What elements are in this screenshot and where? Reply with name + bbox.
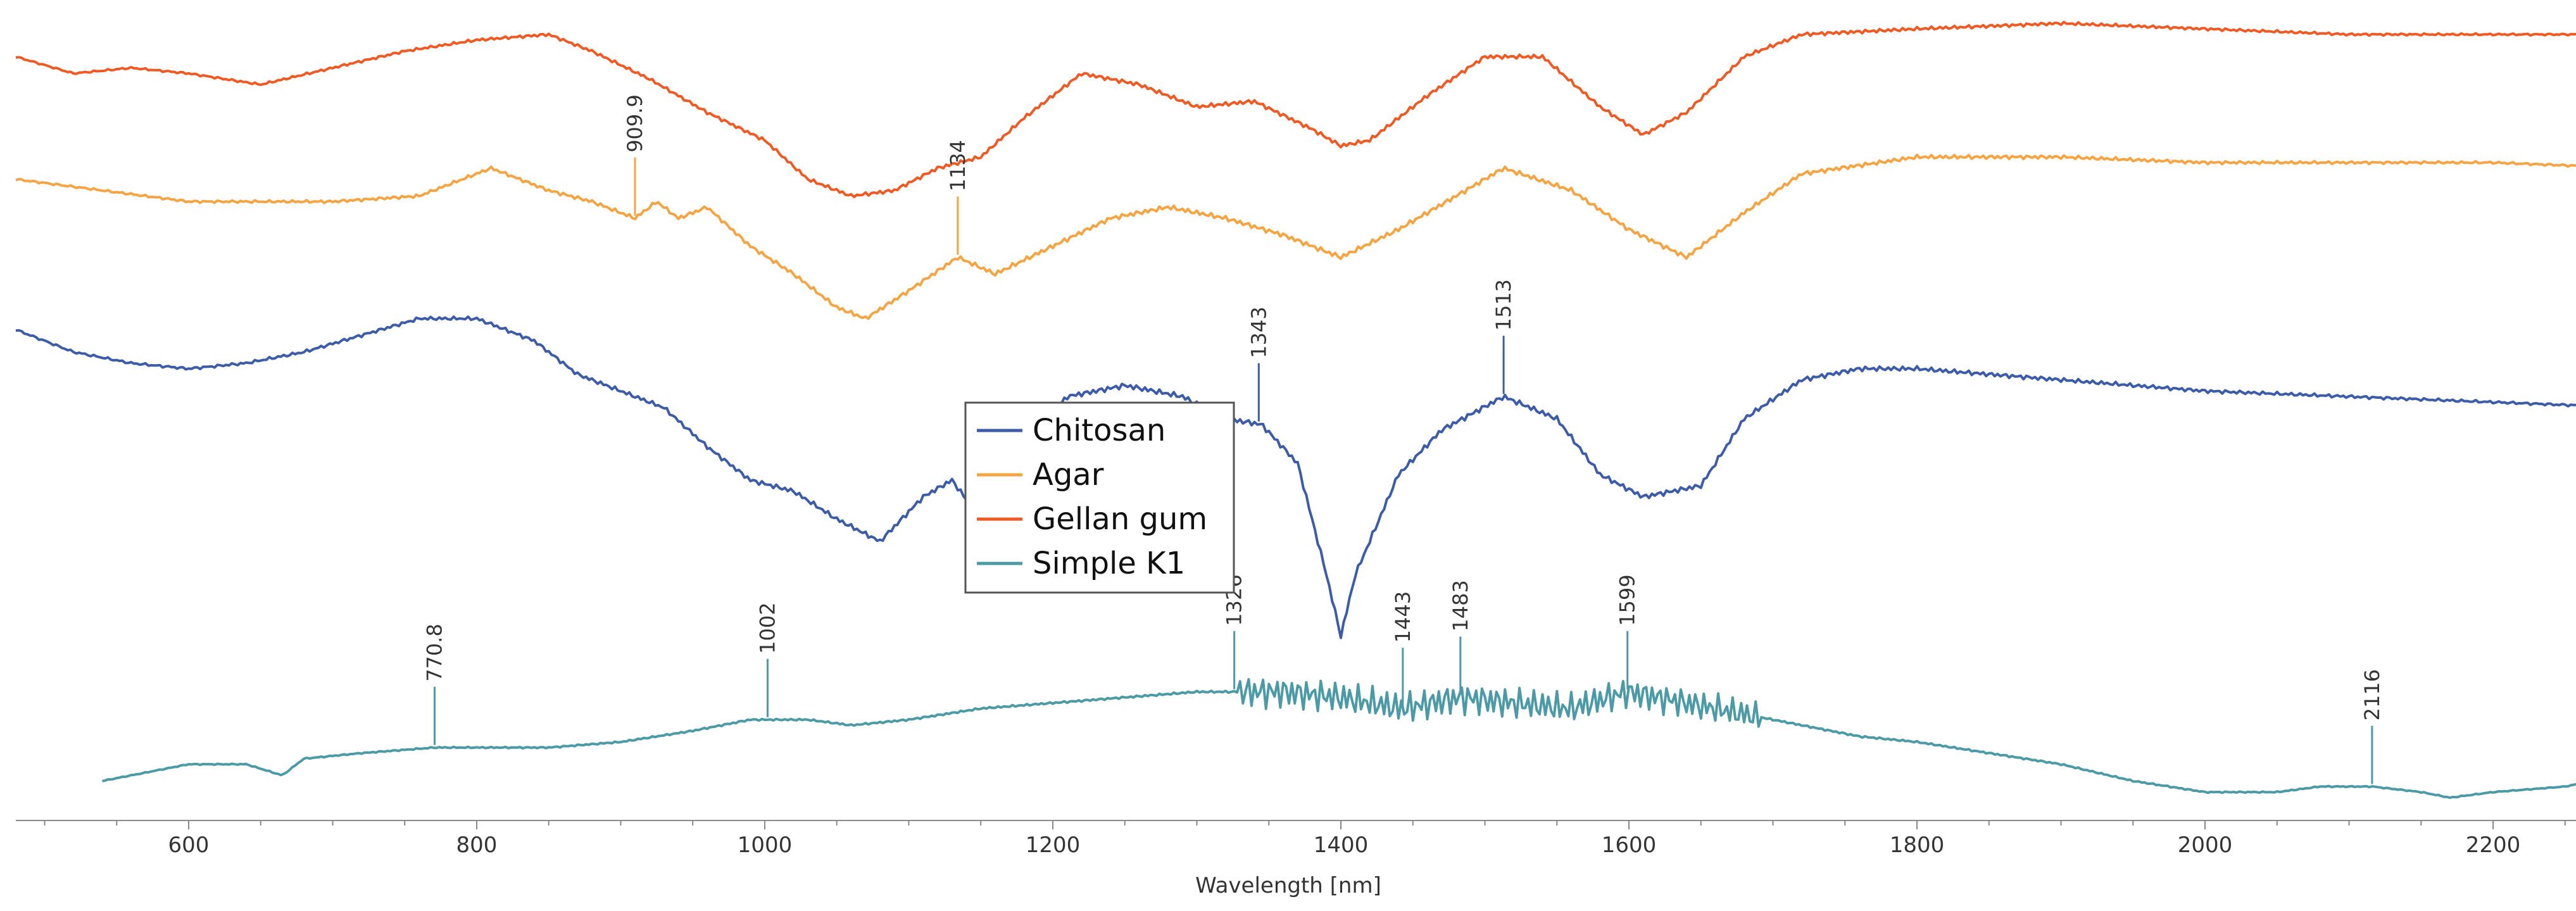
x-axis-title: Wavelength [nm] bbox=[1195, 873, 1381, 898]
annotation-label: 1599 bbox=[1616, 574, 1640, 625]
annotation-label: 2116 bbox=[2360, 669, 2384, 720]
legend-label: Gellan gum bbox=[1033, 501, 1207, 537]
legend-label: Chitosan bbox=[1033, 413, 1165, 448]
series-line-chitosan bbox=[15, 315, 2576, 639]
x-tick-label: 1400 bbox=[1314, 832, 1369, 858]
annotation-label: 1134 bbox=[946, 140, 970, 191]
legend-label: Agar bbox=[1033, 457, 1104, 493]
x-tick-label: 2000 bbox=[2178, 832, 2233, 858]
x-tick-label: 1200 bbox=[1026, 832, 1081, 858]
annotation-label: 1002 bbox=[756, 602, 780, 653]
x-tick-label: 1600 bbox=[1602, 832, 1657, 858]
series-line-gellan-gum bbox=[15, 20, 2576, 199]
x-tick-label: 600 bbox=[168, 832, 210, 858]
x-axis: Wavelength [nm] 600 800 1000 1200 1400 1600 18… bbox=[16, 820, 2576, 898]
annotation-label: 1513 bbox=[1492, 279, 1516, 330]
series-line-simple-k1 bbox=[102, 678, 2576, 800]
x-tick-label: 800 bbox=[456, 832, 498, 858]
series-line-agar bbox=[15, 153, 2576, 320]
annotation-label: 1483 bbox=[1448, 580, 1473, 631]
annotation-label: 1443 bbox=[1391, 591, 1415, 643]
legend: Chitosan Agar Gellan gum Simple K1 bbox=[964, 401, 1235, 594]
legend-box bbox=[964, 401, 1235, 594]
annotation-label: 909.9 bbox=[623, 94, 647, 153]
annotation-label: 770.8 bbox=[423, 624, 447, 682]
series-layer bbox=[15, 20, 2576, 800]
annotation-layer: 909.91134134315132360770.810021326144314… bbox=[423, 94, 2384, 784]
x-tick-label: 1800 bbox=[1890, 832, 1945, 858]
annotation-label: 1343 bbox=[1247, 306, 1271, 358]
x-tick-label: 1000 bbox=[738, 832, 793, 858]
x-tick-label: 2200 bbox=[2466, 832, 2521, 858]
legend-label: Simple K1 bbox=[1033, 546, 1185, 581]
